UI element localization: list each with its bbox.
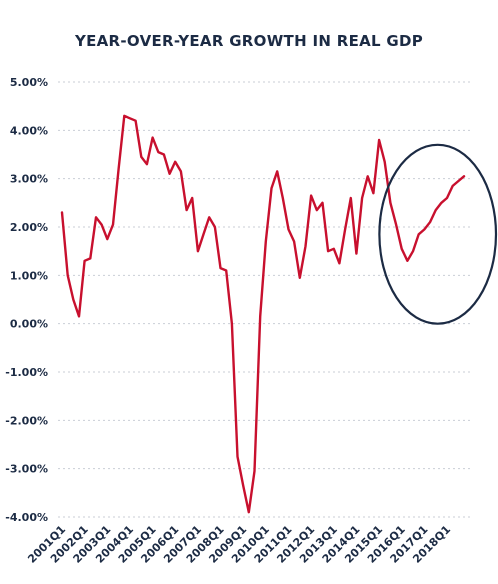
gdp-growth-line <box>60 114 466 514</box>
highlight-ellipse <box>378 143 498 325</box>
y-tick-label: 5.00% <box>10 76 48 89</box>
y-tick-label: -2.00% <box>5 414 48 427</box>
y-tick-label: -3.00% <box>5 463 48 476</box>
y-tick-label: 1.00% <box>10 269 48 282</box>
y-tick-label: 2.00% <box>10 221 48 234</box>
y-tick-label: -1.00% <box>5 366 48 379</box>
y-tick-label: 0.00% <box>10 318 48 331</box>
chart-title: YEAR-OVER-YEAR GROWTH IN REAL GDP <box>74 32 424 50</box>
y-tick-label: 4.00% <box>10 124 48 137</box>
y-tick-label: 3.00% <box>10 173 48 186</box>
y-tick-label: -4.00% <box>5 511 48 524</box>
